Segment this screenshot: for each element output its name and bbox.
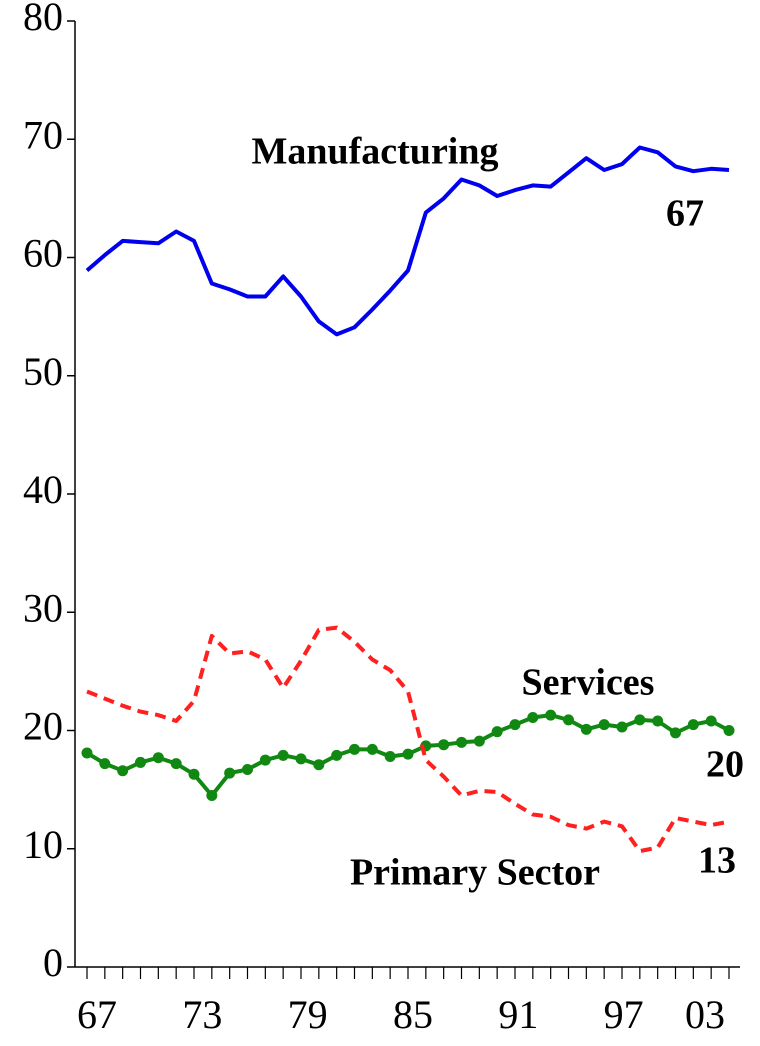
series-marker (313, 759, 325, 771)
x-tick-label: 91 (498, 992, 538, 1037)
series-marker (527, 711, 539, 723)
series-marker (598, 719, 610, 731)
series-marker (616, 721, 628, 733)
series-marker (491, 726, 503, 738)
x-tick-label: 97 (604, 992, 644, 1037)
x-tick-label: 79 (288, 992, 328, 1037)
series-marker (81, 747, 93, 759)
series-marker (366, 743, 378, 755)
series-marker (456, 736, 467, 748)
series-marker (135, 756, 146, 768)
y-tick-label: 0 (43, 940, 63, 985)
series-marker (277, 749, 289, 761)
series-marker (509, 719, 521, 731)
series-marker (438, 739, 450, 751)
series-label: Primary Sector (350, 852, 600, 894)
end-label: 67 (666, 193, 704, 235)
y-tick-label: 70 (23, 112, 63, 157)
x-tick-label: 67 (77, 992, 117, 1037)
series-marker (170, 758, 182, 770)
series-marker (687, 719, 699, 731)
series-marker (331, 749, 343, 761)
series-marker (117, 765, 129, 777)
y-tick-label: 60 (23, 231, 63, 276)
series-marker (580, 723, 592, 735)
series-marker (224, 767, 236, 779)
end-label: 13 (698, 840, 736, 882)
series-label: Manufacturing (252, 131, 499, 173)
series-marker (402, 748, 414, 760)
series-line (86, 625, 730, 854)
x-tick-label: 73 (182, 992, 222, 1037)
series-marker (473, 735, 485, 747)
series-marker (188, 768, 200, 780)
series-marker (206, 790, 218, 802)
y-tick-label: 80 (23, 0, 63, 39)
series-marker (384, 751, 396, 763)
series-marker (563, 714, 574, 726)
end-label: 20 (706, 744, 744, 786)
series-marker (670, 727, 681, 739)
series-marker (705, 715, 717, 727)
y-tick-label: 40 (23, 467, 63, 512)
series-marker (259, 754, 271, 766)
x-tick-label: 03 (685, 992, 725, 1037)
series-marker (152, 752, 164, 764)
series-marker (349, 743, 360, 755)
series-marker (99, 758, 111, 770)
series-marker (723, 725, 735, 736)
series-line (85, 145, 730, 337)
series-marker (545, 709, 557, 721)
series-marker (652, 715, 664, 727)
series-marker (634, 714, 646, 726)
series-marker (295, 753, 307, 765)
x-tick-label: 85 (393, 992, 433, 1037)
y-tick-label: 50 (23, 349, 63, 394)
y-tick-label: 30 (23, 585, 63, 630)
y-tick-label: 20 (23, 704, 63, 749)
series-label: Services (522, 662, 655, 704)
series-marker (242, 764, 253, 776)
y-tick-label: 10 (23, 822, 63, 867)
